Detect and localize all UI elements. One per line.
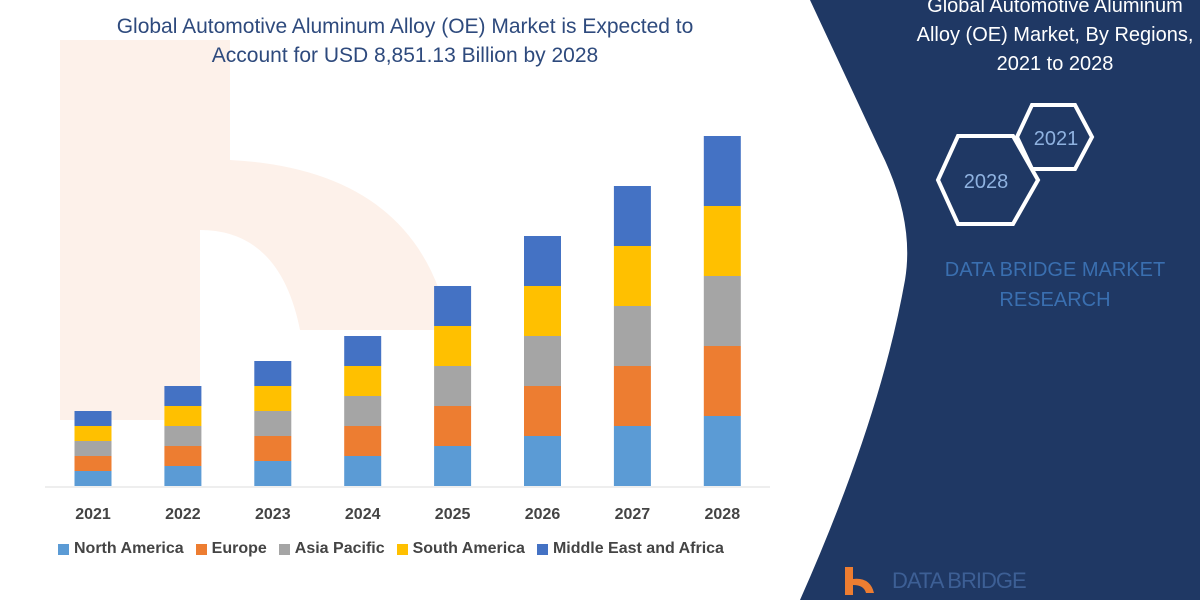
logo-icon (845, 567, 874, 595)
bar-segment-2022-middle-east-and-africa (164, 386, 202, 406)
bar-segment-2021-middle-east-and-africa (74, 411, 112, 426)
bar-segment-2027-asia-pacific (613, 306, 651, 366)
bar-segment-2021-south-america (74, 426, 112, 441)
hex-label-2021: 2021 (1034, 128, 1079, 150)
bar-segment-2025-europe (434, 406, 472, 446)
bar-segment-2028-middle-east-and-africa (703, 136, 741, 206)
legend-swatch (58, 543, 69, 555)
watermark-logo (60, 40, 450, 420)
bar-segment-2023-north-america (254, 461, 292, 486)
bar-segment-2023-europe (254, 436, 292, 461)
bar-segment-2028-north-america (703, 416, 741, 486)
x-tick-2028: 2028 (705, 506, 741, 523)
side-title-line-3: 2021 to 2028 (996, 53, 1114, 75)
bar-segment-2024-middle-east-and-africa (344, 336, 382, 366)
title-line-2: Account for USD 8,851.13 Billion by 2028 (211, 44, 599, 67)
bar-segment-2021-europe (74, 456, 112, 471)
bar-segment-2027-middle-east-and-africa (613, 186, 651, 246)
bar-segment-2024-asia-pacific (344, 396, 382, 426)
bar-segment-2022-north-america (164, 466, 202, 486)
legend-swatch (195, 543, 207, 555)
x-tick-2026: 2026 (525, 506, 561, 523)
legend-swatch (536, 543, 548, 555)
bar-segment-2024-north-america (344, 456, 382, 486)
bar-segment-2027-europe (613, 366, 651, 426)
chart-title: Global Automotive Aluminum Alloy (OE) Ma… (20, 12, 790, 70)
legend-item: Europe (195, 540, 267, 558)
bar-segment-2024-europe (344, 426, 382, 456)
logo-text: DATA BRIDGE (892, 568, 1027, 593)
bar-segment-2025-asia-pacific (434, 366, 472, 406)
x-tick-2025: 2025 (435, 506, 471, 523)
bar-segment-2023-middle-east-and-africa (254, 361, 292, 386)
bar-segment-2028-south-america (703, 206, 741, 276)
hex-label-2028: 2028 (964, 171, 1009, 193)
x-tick-2027: 2027 (615, 506, 651, 523)
bar-segment-2022-europe (164, 446, 202, 466)
x-tick-2022: 2022 (165, 506, 201, 523)
legend-item: South America (396, 540, 525, 558)
bar-segment-2023-asia-pacific (254, 411, 292, 436)
bar-segment-2027-south-america (613, 246, 651, 306)
bar-segment-2021-asia-pacific (74, 441, 112, 456)
bar-segment-2028-asia-pacific (703, 276, 741, 346)
legend-swatch (278, 543, 290, 555)
hexagon-2021 (1014, 103, 1095, 171)
legend-label: North America (74, 540, 184, 557)
bar-segment-2025-middle-east-and-africa (434, 286, 472, 326)
bar-segment-2025-north-america (434, 446, 472, 486)
bar-segment-2025-south-america (434, 326, 472, 366)
bar-segment-2026-south-america (524, 286, 561, 336)
legend-label: Middle East and Africa (552, 540, 724, 557)
side-title-line-2: Alloy (OE) Market, By Regions, (916, 24, 1194, 46)
legend: North America Europe Asia Pacific South Ame… (58, 540, 724, 558)
x-tick-2021: 2021 (75, 506, 111, 523)
brand-line-1: DATA BRIDGE MARKET (944, 259, 1166, 281)
brand-text: DATA BRIDGE MARKET RESEARCH (905, 255, 1200, 315)
bar-segment-2022-asia-pacific (164, 426, 202, 446)
side-panel-title: Global Automotive Aluminum Alloy (OE) Ma… (905, 0, 1200, 79)
bar-segment-2026-europe (524, 386, 561, 436)
legend-label: Europe (211, 540, 267, 557)
bar-segment-2027-north-america (613, 426, 651, 486)
bar-segment-2024-south-america (344, 366, 382, 396)
legend-label: South America (412, 540, 525, 557)
x-tick-2023: 2023 (255, 506, 291, 523)
legend-swatch (396, 543, 408, 555)
x-tick-labels: 2021 2022 2023 2024 2025 2026 2027 2028 (75, 506, 740, 523)
bars (74, 136, 741, 486)
hexagon-2028 (935, 134, 1041, 226)
bar-segment-2021-north-america (74, 471, 112, 486)
title-line-1: Global Automotive Aluminum Alloy (OE) Ma… (116, 15, 694, 38)
bar-segment-2022-south-america (164, 406, 202, 426)
bar-segment-2028-europe (703, 346, 741, 416)
legend-item: Asia Pacific (278, 540, 385, 558)
legend-item: Middle East and Africa (536, 540, 724, 558)
legend-item: North America (58, 540, 184, 558)
side-title-line-1: Global Automotive Aluminum (927, 0, 1183, 17)
bar-segment-2023-south-america (254, 386, 292, 411)
bar-segment-2026-middle-east-and-africa (524, 236, 561, 286)
x-tick-2024: 2024 (345, 506, 381, 523)
brand-line-2: RESEARCH (999, 289, 1111, 311)
legend-label: Asia Pacific (294, 540, 385, 557)
bar-segment-2026-north-america (524, 436, 561, 486)
side-panel (800, 0, 1200, 600)
bar-segment-2026-asia-pacific (524, 336, 561, 386)
